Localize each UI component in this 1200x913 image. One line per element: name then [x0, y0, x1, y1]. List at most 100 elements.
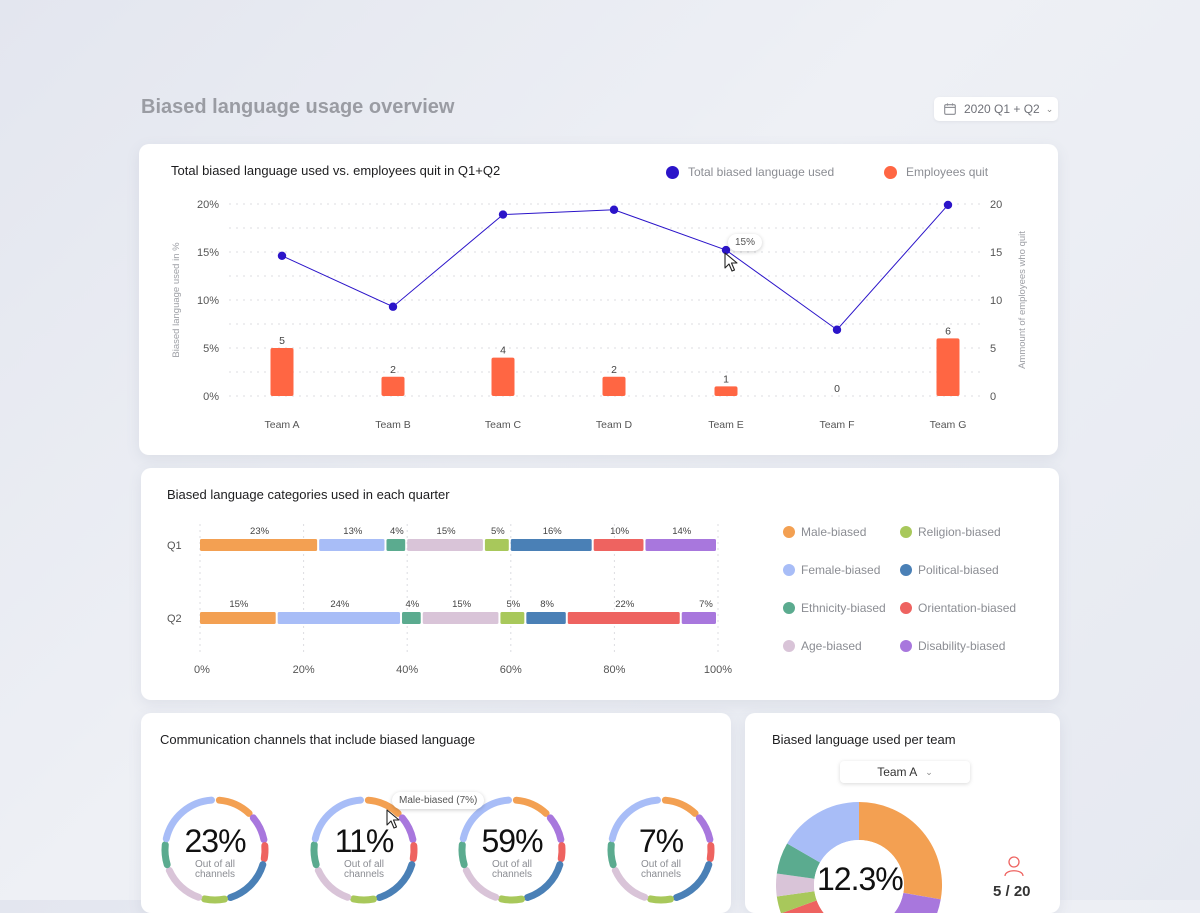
donut-segment[interactable] [310, 841, 320, 869]
donut-segment[interactable] [314, 866, 352, 901]
donut-segment[interactable] [398, 814, 417, 844]
donut-segment[interactable] [375, 861, 416, 902]
legend-item-orientation[interactable]: Orientation-biased [900, 601, 1016, 615]
donut-sub: channels [343, 869, 385, 880]
stacked-segment[interactable] [526, 612, 566, 624]
donut-segment[interactable] [458, 841, 468, 869]
line-point[interactable] [721, 245, 731, 255]
line-point[interactable] [498, 210, 508, 219]
chevron-down-icon: ⌄ [1045, 103, 1054, 114]
team-donut-segment[interactable] [776, 890, 817, 913]
bar-employees-quit[interactable] [270, 348, 294, 396]
donut-segment[interactable] [161, 841, 171, 869]
stacked-segment[interactable] [681, 612, 716, 624]
donut-segment[interactable] [672, 861, 713, 902]
y-tick-label: Q1 [167, 540, 182, 552]
donut-segment[interactable] [611, 866, 649, 901]
stacked-segment[interactable] [593, 539, 644, 551]
donut-sub: Out of all [491, 859, 533, 870]
donut-value: 7% [638, 823, 684, 859]
y-right-tick-label: 5 [990, 343, 996, 355]
donut-segment[interactable] [364, 796, 402, 817]
team-donut-segment[interactable] [858, 802, 942, 900]
line-point[interactable] [609, 205, 619, 214]
legend-item-bar[interactable]: Employees quit [884, 165, 988, 179]
donut-label: 11% Out of all channels [304, 823, 424, 880]
stacked-segment[interactable] [277, 612, 401, 624]
segment-data-label: 22% [615, 599, 635, 610]
donut-segment[interactable] [409, 842, 418, 863]
y-axis-label: Biased language used in % [171, 242, 182, 358]
legend-item-age[interactable]: Age-biased [783, 639, 862, 653]
legend-item-political[interactable]: Political-biased [900, 563, 999, 577]
legend-item-disability[interactable]: Disability-biased [900, 639, 1005, 653]
donut-segment[interactable] [249, 814, 268, 844]
line-point[interactable] [832, 325, 842, 334]
stacked-bar-chart: 0% 20% 40% 60% 80% 100% Q1 23% 13% 4% 15% 5% 16% 10% 1… [167, 524, 732, 676]
segment-data-label: 4% [390, 526, 404, 537]
bar-data-label: 1 [723, 373, 729, 385]
stacked-segment[interactable] [500, 612, 525, 624]
x-tick-label: 60% [500, 664, 522, 676]
legend-label: Age-biased [801, 639, 862, 653]
bar-employees-quit[interactable] [602, 376, 626, 396]
donut-segment[interactable] [260, 842, 269, 863]
line-point[interactable] [388, 302, 398, 311]
line-point[interactable] [277, 251, 287, 261]
team-donut-segment[interactable] [787, 802, 860, 864]
bar-employees-quit[interactable] [936, 338, 960, 396]
bar-data-label: 2 [390, 364, 396, 376]
stacked-segment[interactable] [319, 539, 385, 551]
stacked-segment[interactable] [422, 612, 499, 624]
user-icon [1004, 856, 1024, 877]
donut-segment[interactable] [706, 842, 715, 863]
donut-segment[interactable] [546, 814, 565, 844]
legend-label: Total biased language used [688, 165, 835, 179]
legend-item-religion[interactable]: Religion-biased [900, 525, 1001, 539]
donut-segment[interactable] [608, 796, 662, 843]
donut-segment[interactable] [311, 796, 365, 843]
bar-employees-quit[interactable] [714, 386, 738, 396]
line-point[interactable] [943, 200, 953, 210]
x-tick-label: 100% [704, 664, 732, 676]
donut-segment[interactable] [162, 796, 216, 843]
stacked-segment[interactable] [510, 539, 592, 551]
donut-segment[interactable] [607, 841, 617, 869]
donut-segment[interactable] [512, 796, 550, 817]
donut-segment[interactable] [165, 866, 203, 901]
team-donut-segment[interactable] [776, 873, 815, 897]
date-range-select[interactable]: 2020 Q1 + Q2 ⌄ [934, 97, 1058, 121]
donut-segment[interactable] [215, 796, 253, 817]
donut-segment[interactable] [462, 866, 500, 901]
team-donut-segment[interactable] [894, 892, 941, 913]
bar-employees-quit[interactable] [491, 357, 515, 396]
legend-item-male[interactable]: Male-biased [783, 525, 866, 539]
team-donut-segment[interactable] [776, 843, 821, 880]
stacked-segment[interactable] [200, 612, 276, 624]
bar-employees-quit[interactable] [381, 376, 405, 396]
donut-segment[interactable] [557, 842, 566, 863]
donut-segment[interactable] [523, 861, 564, 902]
stacked-segment[interactable] [402, 612, 421, 624]
team-select[interactable]: Team A ⌄ [840, 761, 970, 783]
stacked-segment[interactable] [407, 539, 483, 551]
stacked-segment[interactable] [645, 539, 716, 551]
card-title: Total biased language used vs. employees… [171, 163, 501, 178]
x-tick-label: 0% [194, 664, 210, 676]
donut-sub: Out of all [640, 859, 682, 870]
segment-data-label: 8% [540, 599, 554, 610]
y-right-tick-label: 0 [990, 391, 996, 403]
stacked-segment[interactable] [200, 539, 318, 551]
donut-segment[interactable] [226, 861, 267, 902]
donut-segment[interactable] [661, 796, 699, 817]
stacked-segment[interactable] [567, 612, 680, 624]
stacked-segment[interactable] [386, 539, 406, 551]
legend-item-ethnicity[interactable]: Ethnicity-biased [783, 601, 886, 615]
legend-item-line[interactable]: Total biased language used [666, 165, 834, 179]
legend-item-female[interactable]: Female-biased [783, 563, 880, 577]
stacked-segment[interactable] [484, 539, 509, 551]
legend-marker [783, 526, 795, 538]
card-categories-per-quarter: Biased language categories used in each … [141, 468, 1059, 700]
donut-segment[interactable] [459, 796, 513, 843]
donut-segment[interactable] [695, 814, 714, 844]
